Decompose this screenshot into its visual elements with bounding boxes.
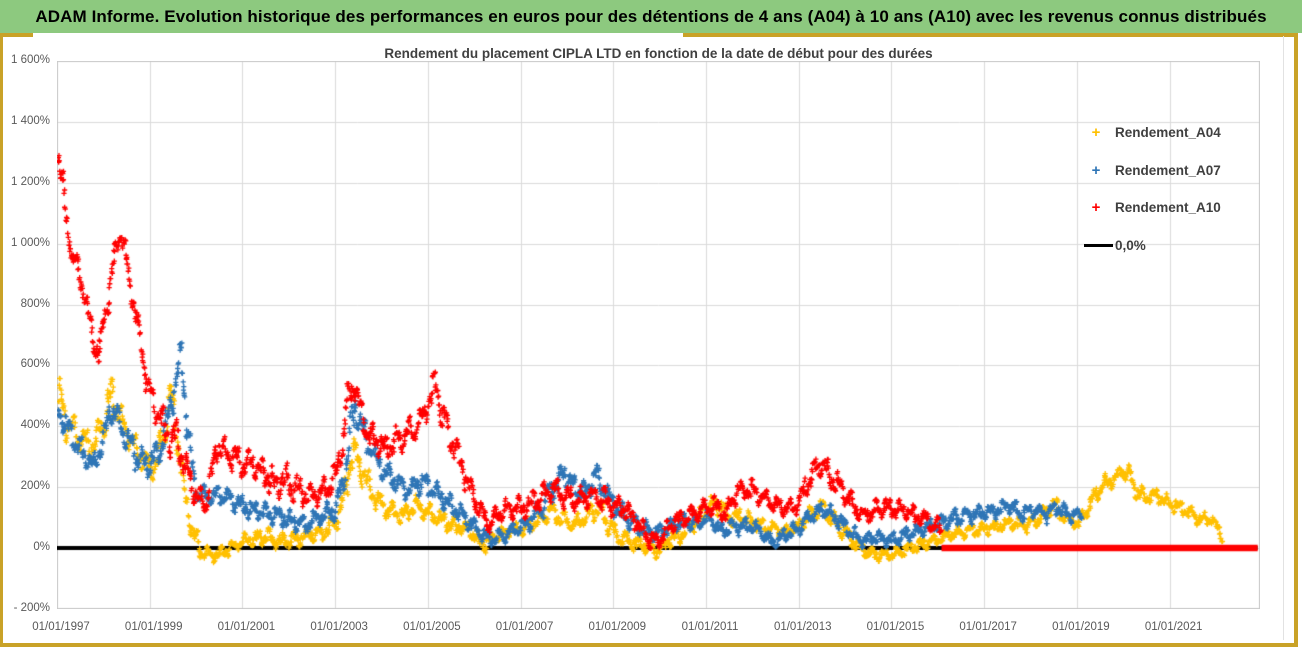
x-tick-label: 01/01/1999 (124, 621, 183, 633)
y-tick-label: 600% (20, 358, 50, 371)
plus-marker-icon: + (1091, 161, 1101, 179)
y-tick-label: - 200% (13, 602, 50, 614)
window-border-bottom (0, 643, 1298, 647)
x-tick-label: 01/01/2005 (403, 621, 461, 633)
y-tick-label: 1 400% (10, 114, 50, 127)
plus-marker-icon: + (1091, 124, 1101, 142)
x-tick-label: 01/01/2015 (866, 621, 925, 633)
legend-item-rendement_a10: + Rendement_A10 (1084, 189, 1259, 227)
legend-label: Rendement_A07 (1115, 162, 1221, 178)
x-tick-label: 01/01/2003 (310, 621, 368, 633)
zero-line-icon (1084, 243, 1113, 247)
header-bar: ADAM Informe. Evolution historique des p… (0, 0, 1302, 33)
x-tick-label: 01/01/2001 (217, 621, 276, 633)
header-underline-left (0, 33, 33, 37)
legend-item-rendement_a07: + Rendement_A07 (1084, 152, 1259, 190)
y-tick-label: 200% (20, 480, 50, 493)
window-border-left (0, 33, 3, 647)
page-title: ADAM Informe. Evolution historique des p… (35, 6, 1267, 26)
chart-legend: + Rendement_A04 + Rendement_A07 + Rendement_A… (1084, 114, 1259, 264)
x-tick-label: 01/01/2021 (1144, 621, 1203, 633)
x-tick-label: 01/01/2009 (588, 621, 647, 633)
x-tick-label: 01/01/1997 (32, 621, 90, 633)
legend-label: Rendement_A10 (1115, 200, 1221, 216)
y-tick-label: 0% (33, 541, 50, 554)
y-tick-label: 1 200% (10, 175, 50, 188)
chart-object-border (1283, 36, 1284, 640)
legend-item-rendement_a04: + Rendement_A04 (1084, 114, 1259, 152)
window-border-right (1294, 33, 1298, 647)
scatter-plot-canvas (57, 61, 1260, 609)
x-tick-label: 01/01/2017 (959, 621, 1017, 633)
y-tick-label: 800% (20, 297, 50, 310)
x-tick-label: 01/01/2007 (495, 621, 554, 633)
x-tick-label: 01/01/2019 (1052, 621, 1110, 633)
legend-label: Rendement_A04 (1115, 125, 1221, 141)
x-tick-label: 01/01/2011 (681, 621, 739, 633)
plus-marker-icon: + (1091, 199, 1101, 217)
legend-item-zero-line: 0,0% (1084, 227, 1259, 265)
x-tick-label: 01/01/2013 (773, 621, 832, 633)
legend-label: 0,0% (1115, 237, 1146, 253)
y-tick-label: 400% (20, 419, 50, 432)
y-tick-label: 1 000% (10, 236, 50, 249)
chart-title-line1: Rendement du placement CIPLA LTD en fonc… (384, 46, 933, 61)
y-tick-label: 1 600% (10, 54, 50, 66)
header-underline-right (683, 33, 1298, 37)
